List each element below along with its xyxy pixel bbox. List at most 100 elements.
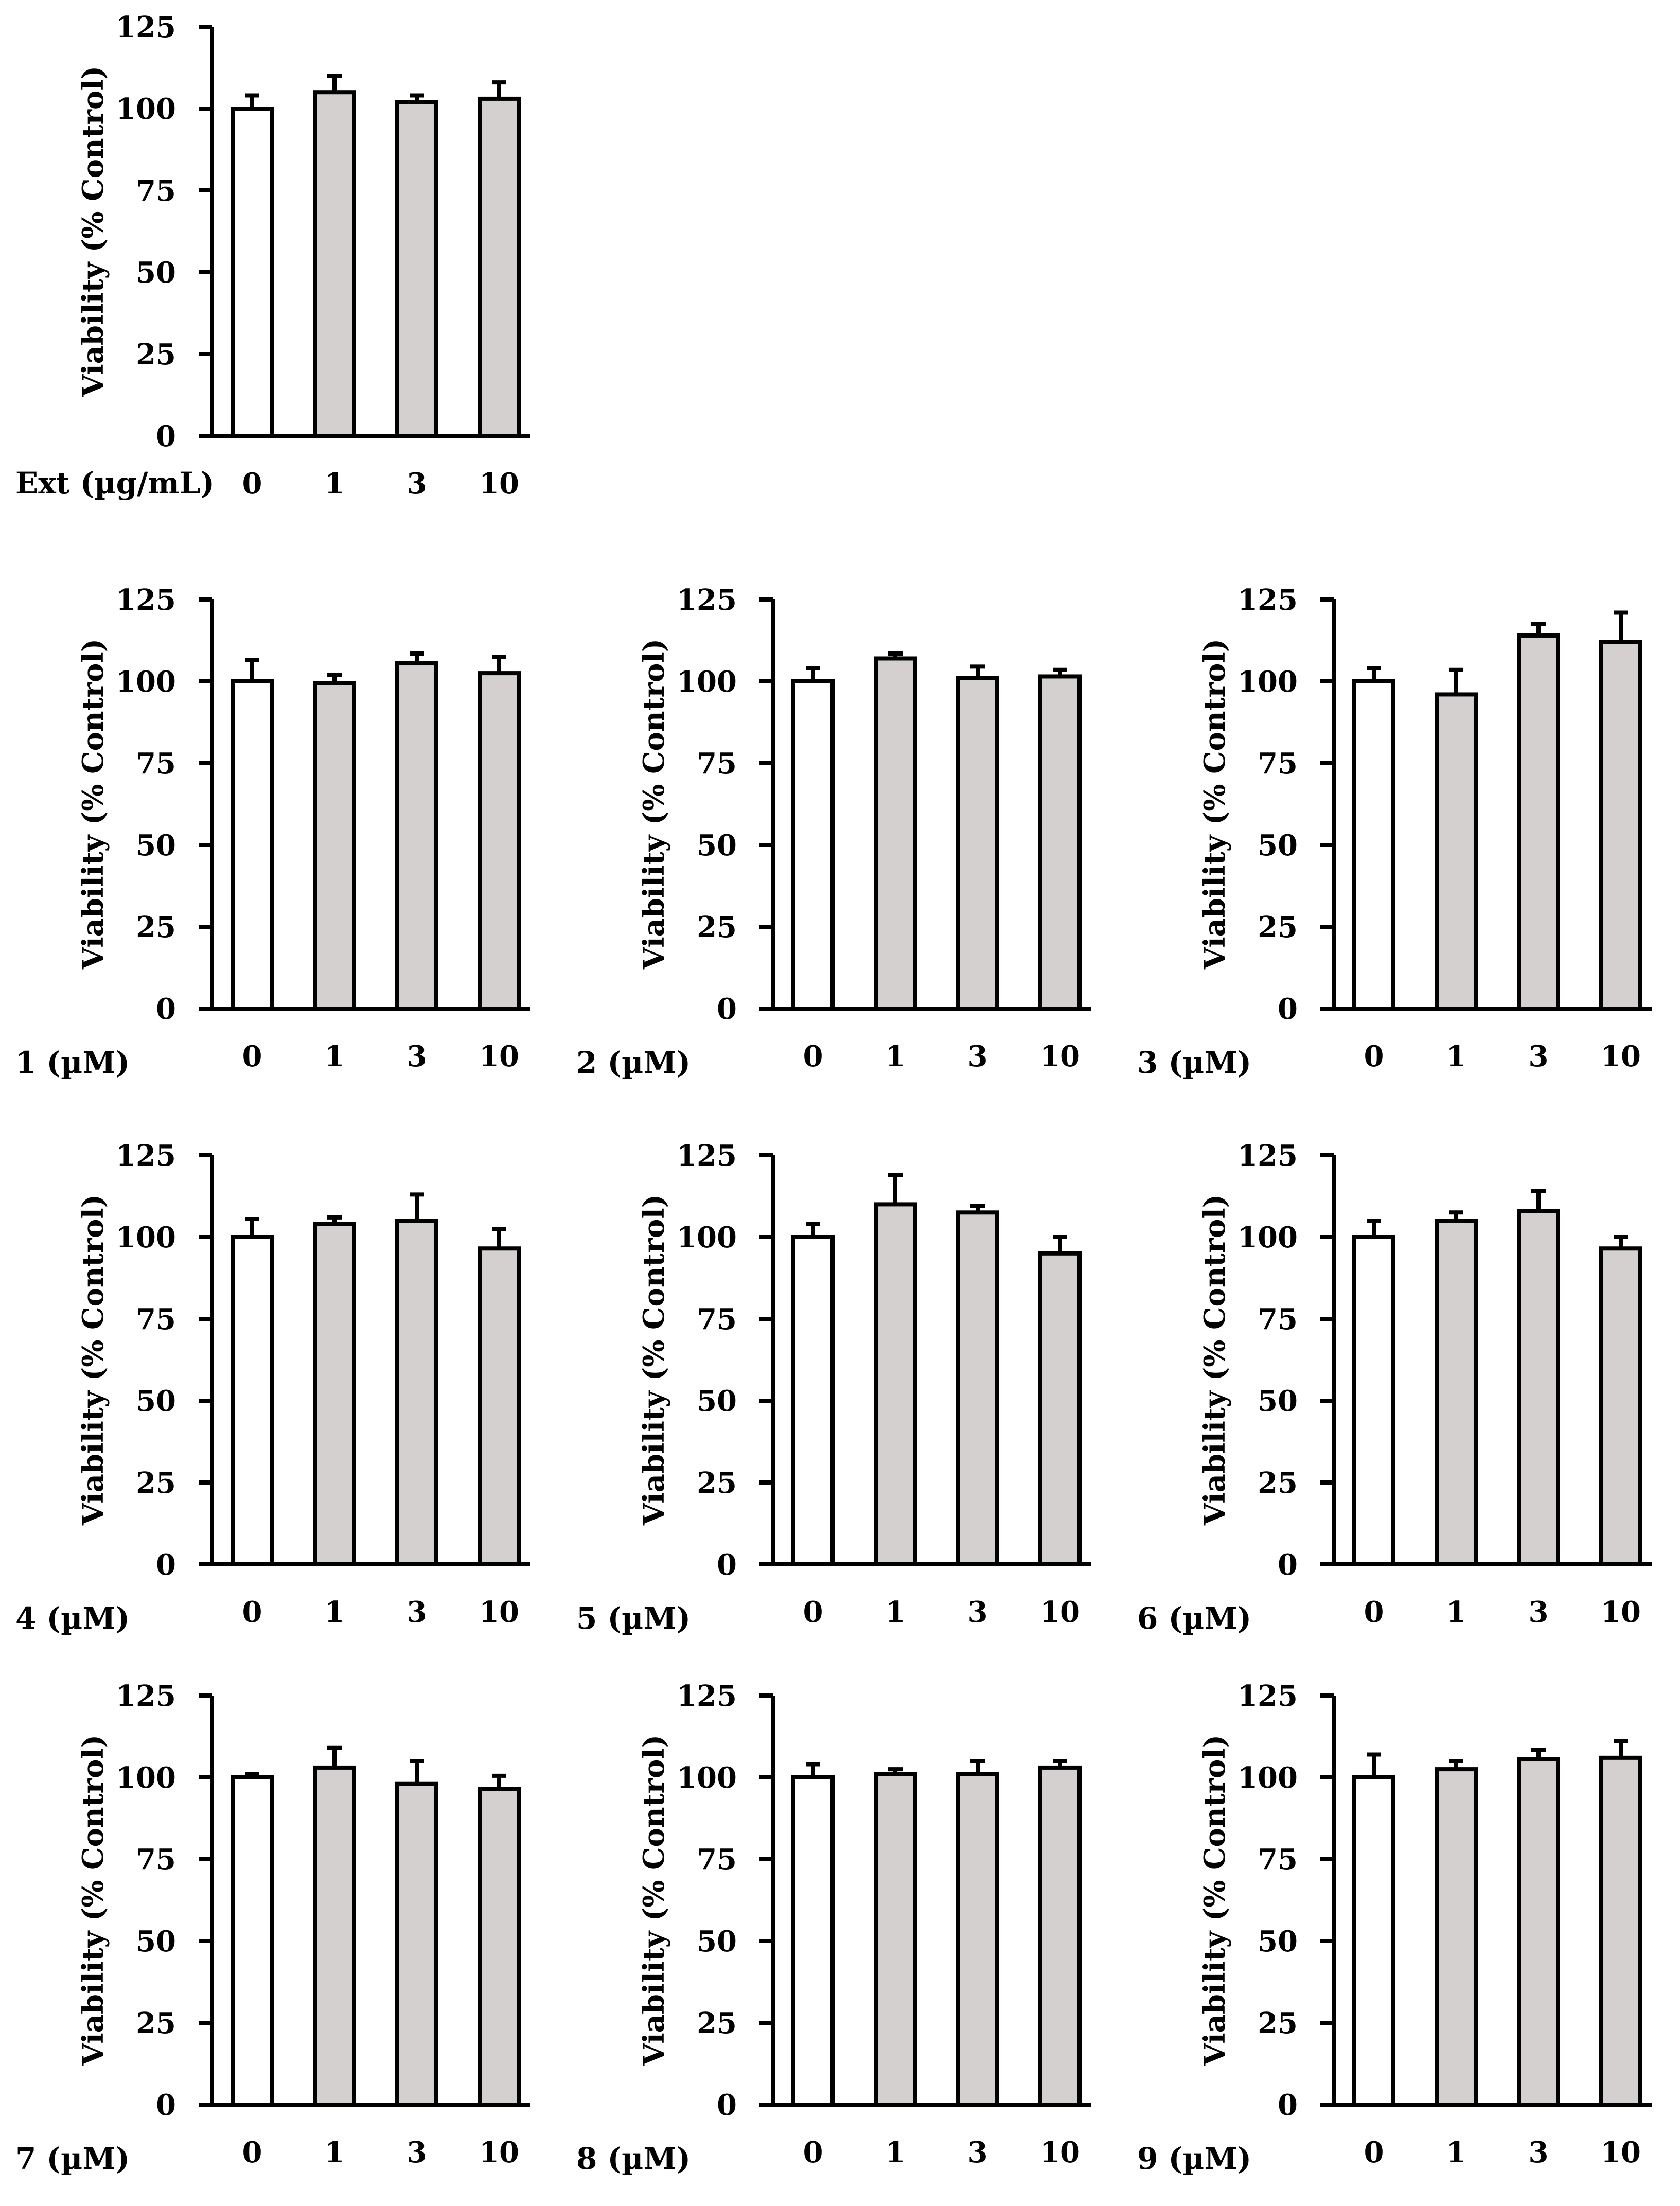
bar-10 (1599, 1246, 1642, 1566)
bar-10 (1038, 674, 1082, 1011)
y-tick-label: 25 (1258, 910, 1298, 944)
x-tick-label: 1 (325, 2136, 345, 2169)
x-tick-label: 0 (803, 1039, 823, 1073)
y-tick-label: 50 (136, 1384, 176, 1418)
y-tick-label: 75 (136, 174, 176, 208)
y-tick-label: 100 (1237, 665, 1298, 699)
y-tick-label: 25 (136, 338, 176, 372)
y-tick-label: 50 (1258, 828, 1298, 862)
bar-1 (313, 90, 356, 438)
bar-1 (874, 1772, 917, 2107)
y-tick-label: 125 (1237, 1139, 1298, 1173)
y-tick-label: 50 (697, 828, 737, 862)
y-tick-label: 100 (677, 1761, 737, 1795)
bar-1 (313, 1765, 356, 2107)
chart-panel-10: Viability (% Control) 0 25 50 75 100 125 0 1 3 10 9… (1137, 1679, 1652, 2176)
y-tick-label: 125 (116, 583, 176, 617)
x-tick-label: 0 (1364, 1595, 1384, 1629)
x-tick-label: 3 (407, 1595, 427, 1629)
y-tick-label: 75 (136, 1302, 176, 1336)
bar-1 (1435, 692, 1478, 1011)
y-tick-label: 75 (1258, 1302, 1298, 1336)
y-tick-label: 125 (677, 1139, 737, 1173)
bar-10 (478, 1246, 521, 1566)
y-axis-label: Viability (% Control) (76, 1735, 110, 2066)
x-tick-label: 10 (1040, 1039, 1080, 1073)
x-tick-label: 10 (1040, 1595, 1080, 1629)
bar-0 (791, 1235, 835, 1566)
y-tick-label: 50 (697, 1384, 737, 1418)
x-tick-label: 10 (479, 1595, 519, 1629)
x-tick-label: 1 (325, 467, 345, 501)
x-tick-label: 1 (325, 1595, 345, 1629)
y-tick-label: 0 (156, 419, 176, 453)
x-tick-label: 1 (325, 1039, 345, 1073)
y-tick-label: 0 (156, 992, 176, 1026)
y-tick-label: 25 (697, 910, 737, 944)
x-tick-label: 1 (1446, 1595, 1466, 1629)
chart-panel-5: Viability (% Control) 0 25 50 75 100 125 0 1 3 10 4… (15, 1139, 530, 1636)
chart-panel-4: Viability (% Control) 0 25 50 75 100 125 0 1 3 10 3… (1137, 583, 1652, 1080)
y-tick-label: 25 (697, 1466, 737, 1500)
y-tick-label: 0 (156, 1548, 176, 1582)
y-axis-label: Viability (% Control) (1198, 1194, 1232, 1526)
y-axis-label: Viability (% Control) (637, 1735, 671, 2066)
y-tick-label: 75 (697, 747, 737, 781)
x-axis-label: 7 (µM) (15, 2141, 130, 2176)
y-tick-label: 25 (697, 2006, 737, 2040)
x-tick-label: 3 (407, 2136, 427, 2169)
bar-10 (1038, 1251, 1082, 1567)
bar-10 (1038, 1765, 1082, 2107)
y-axis-label: Viability (% Control) (1198, 1735, 1232, 2066)
y-tick-label: 0 (717, 1548, 737, 1582)
y-tick-label: 0 (717, 2088, 737, 2122)
y-tick-label: 125 (1237, 1679, 1298, 1713)
y-tick-label: 50 (1258, 1925, 1298, 1958)
x-tick-label: 1 (886, 1595, 906, 1629)
x-tick-label: 10 (479, 2136, 519, 2169)
bar-1 (1435, 1767, 1478, 2107)
y-tick-label: 0 (1278, 2088, 1298, 2122)
x-tick-label: 10 (1601, 1039, 1641, 1073)
bar-0 (231, 1775, 274, 2107)
y-tick-label: 75 (136, 1843, 176, 1877)
bar-3 (395, 1219, 438, 1566)
y-tick-label: 75 (697, 1302, 737, 1336)
y-tick-label: 50 (136, 1925, 176, 1958)
y-tick-label: 125 (116, 1139, 176, 1173)
chart-panel-7: Viability (% Control) 0 25 50 75 100 125 0 1 3 10 6… (1137, 1139, 1652, 1636)
x-tick-label: 3 (968, 2136, 988, 2169)
y-tick-label: 125 (677, 583, 737, 617)
x-tick-label: 0 (1364, 1039, 1384, 1073)
bar-0 (1352, 1775, 1395, 2107)
y-tick-label: 25 (1258, 2006, 1298, 2040)
x-tick-label: 0 (242, 1595, 262, 1629)
y-axis-label: Viability (% Control) (1198, 639, 1232, 970)
x-axis-label: 6 (µM) (1137, 1601, 1251, 1636)
y-tick-label: 25 (136, 2006, 176, 2040)
y-axis-label: Viability (% Control) (637, 639, 671, 970)
y-tick-label: 0 (1278, 992, 1298, 1026)
y-tick-label: 25 (136, 910, 176, 944)
x-tick-label: 10 (1601, 1595, 1641, 1629)
y-tick-label: 100 (677, 665, 737, 699)
x-tick-label: 3 (1529, 2136, 1549, 2169)
x-tick-label: 1 (886, 2136, 906, 2169)
y-tick-label: 75 (136, 747, 176, 781)
y-tick-label: 0 (156, 2088, 176, 2122)
y-tick-label: 100 (677, 1221, 737, 1255)
y-tick-label: 125 (116, 10, 176, 44)
bar-1 (1435, 1219, 1478, 1566)
bar-10 (478, 671, 521, 1011)
bar-0 (1352, 1235, 1395, 1566)
y-tick-label: 0 (1278, 1548, 1298, 1582)
bar-3 (1517, 633, 1560, 1011)
x-tick-label: 0 (1364, 2136, 1384, 2169)
y-tick-label: 100 (1237, 1221, 1298, 1255)
bar-3 (956, 1772, 999, 2107)
x-tick-label: 0 (803, 2136, 823, 2169)
x-tick-label: 0 (803, 1595, 823, 1629)
y-tick-label: 50 (697, 1925, 737, 1958)
x-axis-label: 1 (µM) (15, 1045, 130, 1080)
y-axis-label: Viability (% Control) (76, 639, 110, 970)
